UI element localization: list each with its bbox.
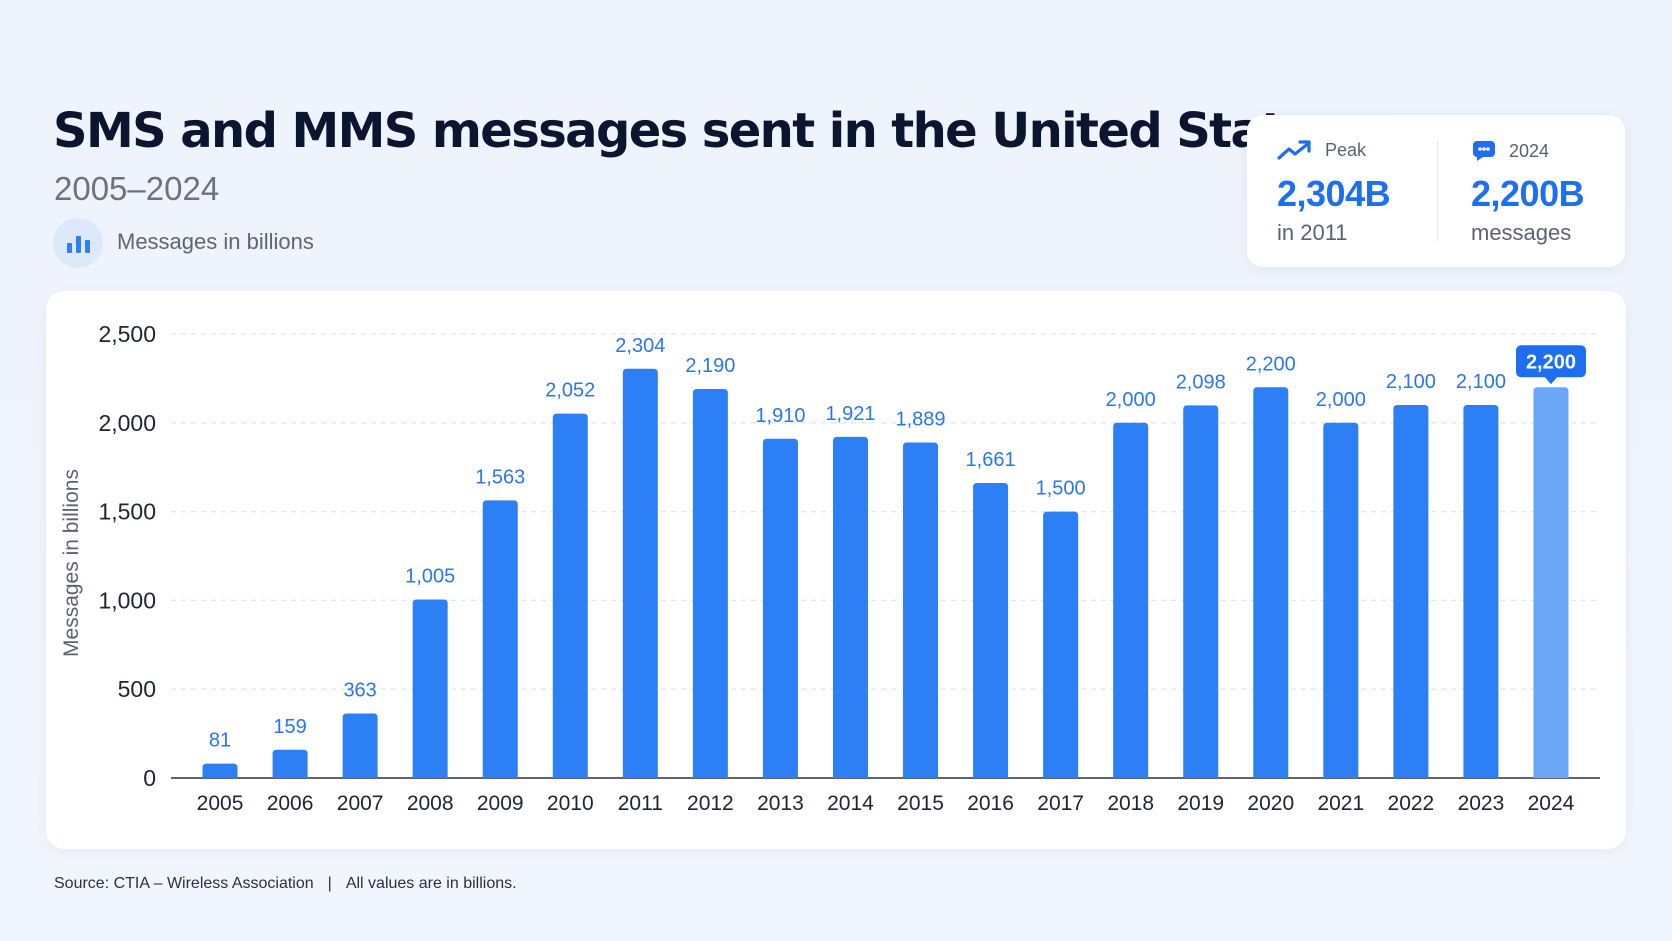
x-tick-label: 2013 (757, 792, 804, 815)
bar (482, 500, 518, 778)
x-tick-label: 2006 (267, 792, 314, 815)
x-tick-label: 2023 (1458, 792, 1505, 815)
bar-value-label: 1,563 (475, 466, 525, 488)
bar-value-label: 2,000 (1106, 389, 1156, 411)
bar-value-label: 2,200 (1246, 353, 1296, 375)
bar-value-label: 1,500 (1036, 478, 1086, 500)
x-tick-label: 2020 (1247, 792, 1294, 815)
bar-value-label: 2,304 (615, 335, 665, 357)
bar-value-label: 1,921 (825, 403, 875, 425)
bar (832, 436, 868, 778)
bar-chart-icon (53, 218, 103, 268)
bar (762, 438, 798, 778)
bar-value-label: 2,100 (1456, 371, 1506, 393)
bar-value-label: 159 (273, 716, 306, 738)
bar (622, 368, 658, 778)
bar-chart: Messages in billions 0 500 1,000 1,500 2,000… (60, 321, 1600, 815)
x-tick-label: 2008 (407, 792, 454, 815)
bar-value-label: 81 (209, 730, 231, 752)
bar (342, 713, 378, 778)
page-subtitle: 2005–2024 (54, 170, 220, 207)
bar (1463, 405, 1499, 778)
x-tick-label: 2005 (197, 792, 244, 815)
trending-up-icon (1277, 140, 1311, 160)
y-tick-label: 1,500 (98, 499, 156, 525)
bar (973, 483, 1009, 778)
y-tick-label: 2,500 (98, 321, 156, 347)
y-axis-label: Messages in billions (60, 469, 83, 657)
stat-peak-note: in 2011 (1277, 220, 1348, 245)
page-title: SMS and MMS messages sent in the United … (53, 103, 1342, 159)
y-tick-label: 2,000 (98, 410, 156, 436)
bar (903, 442, 939, 778)
bar-value-label: 2,190 (685, 355, 735, 377)
x-tick-label: 2016 (967, 792, 1014, 815)
bar (1253, 387, 1289, 778)
bar (1393, 405, 1429, 778)
bar (1533, 387, 1569, 778)
stat-2024-label: 2024 (1509, 140, 1550, 161)
footer-separator: | (327, 875, 332, 892)
footer: Source: CTIA – Wireless Association | All … (54, 875, 517, 893)
bar (1323, 422, 1359, 778)
stats-divider (1437, 141, 1438, 241)
bar (1113, 422, 1149, 778)
x-tick-label: 2014 (827, 792, 874, 815)
x-tick-label: 2017 (1037, 792, 1084, 815)
bar-value-label: 1,005 (405, 566, 455, 588)
highlight-value-label: 2,200 (1526, 351, 1576, 373)
stats-card: Peak 2,304B in 2011 2024 2,200B messages (1247, 115, 1625, 267)
bar-value-label: 1,889 (895, 409, 945, 431)
bar-value-label: 1,910 (755, 405, 805, 427)
bar (412, 599, 448, 778)
x-tick-label: 2011 (618, 792, 663, 815)
bar-value-label: 1,661 (966, 449, 1016, 471)
bar-value-label: 2,052 (545, 380, 595, 402)
x-tick-label: 2019 (1177, 792, 1224, 815)
x-tick-label: 2021 (1317, 792, 1364, 815)
highlight-callout (1515, 345, 1586, 385)
x-tick-label: 2009 (477, 792, 524, 815)
y-tick-label: 0 (143, 765, 156, 791)
bar (202, 763, 238, 778)
source-note: Source: CTIA – Wireless Association (54, 875, 314, 892)
x-tick-label: 2024 (1528, 792, 1575, 815)
y-tick-label: 500 (118, 676, 156, 702)
bar-value-label: 2,098 (1176, 371, 1226, 393)
bar (692, 389, 728, 778)
x-tick-label: 2018 (1107, 792, 1154, 815)
bar (1183, 405, 1219, 778)
x-tick-label: 2015 (897, 792, 944, 815)
stat-2024-note: messages (1471, 220, 1572, 245)
stat-peak-label: Peak (1325, 139, 1367, 160)
stat-2024-value: 2,200B (1471, 173, 1585, 214)
x-tick-label: 2010 (547, 792, 594, 815)
bar (1043, 511, 1079, 778)
bar-value-label: 363 (343, 680, 376, 702)
chart-card: Messages in billions 0 500 1,000 1,500 2,000… (46, 291, 1626, 849)
stat-peak-value: 2,304B (1277, 173, 1391, 214)
bar (272, 749, 308, 778)
values-note: All values are in billions. (345, 875, 517, 892)
x-tick-label: 2012 (687, 792, 734, 815)
message-bubble-icon (1473, 141, 1495, 161)
bar-value-label: 2,100 (1386, 371, 1436, 393)
x-tick-label: 2022 (1388, 792, 1435, 815)
bar (552, 413, 588, 778)
x-tick-label: 2007 (337, 792, 384, 815)
y-tick-label: 1,000 (98, 587, 156, 613)
bar-value-label: 2,000 (1316, 389, 1366, 411)
unit-label: Messages in billions (117, 229, 314, 254)
